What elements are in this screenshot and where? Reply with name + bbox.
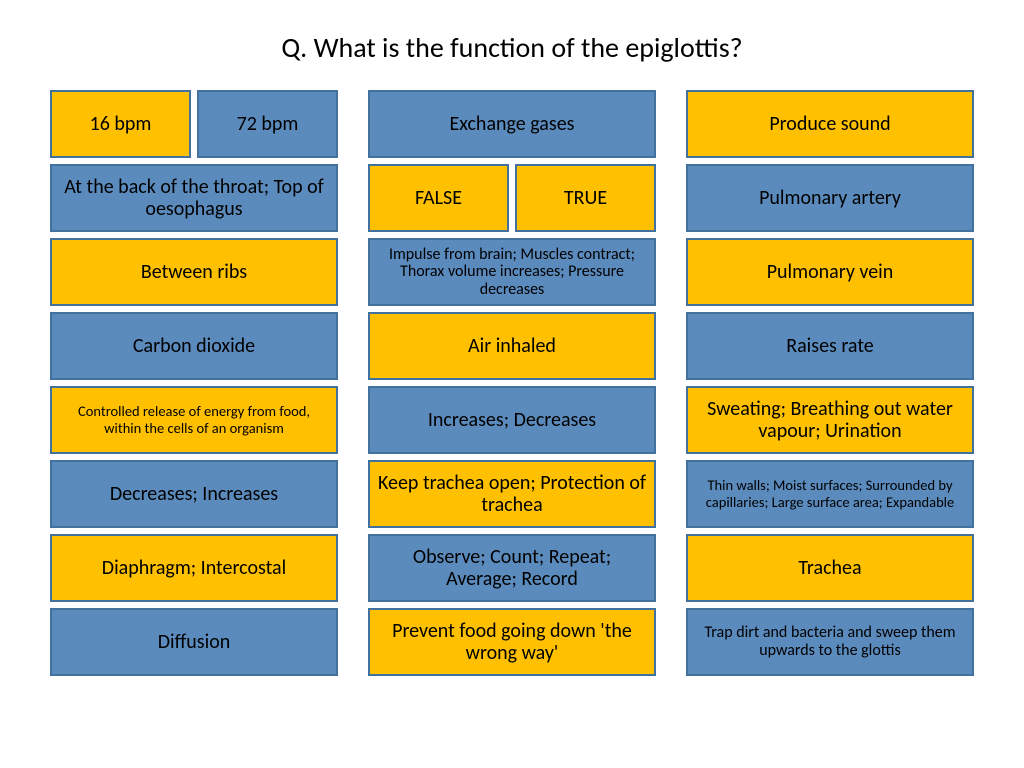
column-1: 16 bpm72 bpmAt the back of the throat; T…: [50, 90, 338, 676]
answer-grid: 16 bpm72 bpmAt the back of the throat; T…: [0, 90, 1024, 676]
answer-card[interactable]: Prevent food going down 'the wrong way': [368, 608, 656, 676]
answer-card[interactable]: Keep trachea open; Protection of trachea: [368, 460, 656, 528]
answer-card[interactable]: 72 bpm: [197, 90, 338, 158]
answer-card[interactable]: Raises rate: [686, 312, 974, 380]
answer-card[interactable]: Exchange gases: [368, 90, 656, 158]
answer-card[interactable]: Pulmonary artery: [686, 164, 974, 232]
column-3: Produce soundPulmonary arteryPulmonary v…: [686, 90, 974, 676]
answer-card[interactable]: Carbon dioxide: [50, 312, 338, 380]
answer-card[interactable]: At the back of the throat; Top of oesoph…: [50, 164, 338, 232]
answer-card[interactable]: Diffusion: [50, 608, 338, 676]
answer-card[interactable]: Diaphragm; Intercostal: [50, 534, 338, 602]
question-title: Q. What is the function of the epiglotti…: [0, 0, 1024, 90]
answer-card[interactable]: Increases; Decreases: [368, 386, 656, 454]
answer-card[interactable]: Decreases; Increases: [50, 460, 338, 528]
answer-card[interactable]: Controlled release of energy from food, …: [50, 386, 338, 454]
column-2: Exchange gasesFALSETRUEImpulse from brai…: [368, 90, 656, 676]
answer-card[interactable]: Thin walls; Moist surfaces; Surrounded b…: [686, 460, 974, 528]
answer-card[interactable]: Pulmonary vein: [686, 238, 974, 306]
answer-card[interactable]: 16 bpm: [50, 90, 191, 158]
split-row: FALSETRUE: [368, 164, 656, 232]
split-row: 16 bpm72 bpm: [50, 90, 338, 158]
answer-card[interactable]: Trap dirt and bacteria and sweep them up…: [686, 608, 974, 676]
answer-card[interactable]: Between ribs: [50, 238, 338, 306]
answer-card[interactable]: FALSE: [368, 164, 509, 232]
answer-card[interactable]: Produce sound: [686, 90, 974, 158]
answer-card[interactable]: Sweating; Breathing out water vapour; Ur…: [686, 386, 974, 454]
answer-card[interactable]: Air inhaled: [368, 312, 656, 380]
answer-card[interactable]: Trachea: [686, 534, 974, 602]
answer-card[interactable]: Observe; Count; Repeat; Average; Record: [368, 534, 656, 602]
answer-card[interactable]: TRUE: [515, 164, 656, 232]
answer-card[interactable]: Impulse from brain; Muscles contract; Th…: [368, 238, 656, 306]
